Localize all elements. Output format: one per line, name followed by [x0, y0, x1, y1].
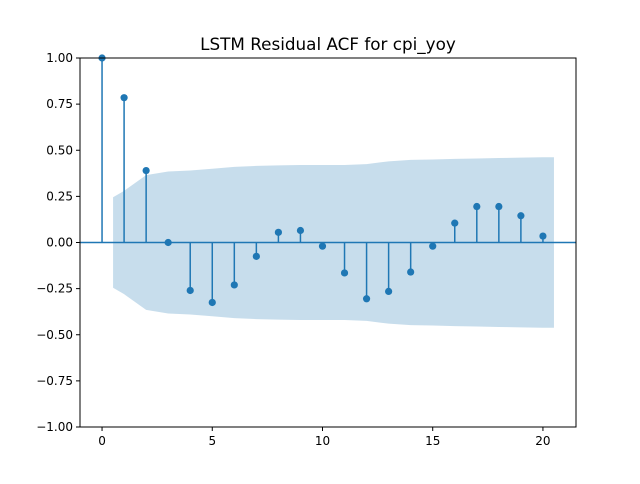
acf-marker-lag-19	[517, 212, 525, 220]
acf-marker-lag-6	[230, 281, 238, 289]
acf-marker-lag-18	[495, 202, 503, 211]
y-tick-label: −1.00	[36, 420, 73, 434]
y-tick-label: 0.25	[46, 189, 73, 203]
y-tick-label: −0.50	[36, 328, 73, 342]
acf-marker-lag-3	[164, 238, 172, 247]
x-tick-label: 5	[208, 434, 216, 448]
acf-marker-lag-8	[274, 228, 282, 236]
acf-marker-lag-17	[473, 202, 481, 211]
chart-title: LSTM Residual ACF for cpi_yoy	[200, 34, 456, 55]
acf-marker-lag-12	[362, 295, 371, 303]
acf-marker-lag-9	[296, 226, 305, 235]
acf-marker-lag-10	[318, 242, 327, 250]
acf-marker-lag-7	[252, 252, 260, 260]
acf-marker-lag-1	[120, 94, 128, 102]
x-tick-label: 15	[425, 434, 440, 448]
x-axis: 0 5 10 15 20	[98, 427, 551, 448]
acf-marker-lag-20	[539, 232, 547, 240]
y-tick-label: 0.00	[46, 236, 73, 250]
acf-marker-lag-2	[142, 166, 150, 175]
y-axis: 1.00 0.75 0.50 0.25 0.00 −0.25 −0.50 −0.75 −1.00	[36, 51, 80, 434]
y-tick-label: 0.50	[46, 143, 73, 157]
acf-marker-lag-13	[385, 287, 393, 295]
y-tick-label: −0.75	[36, 374, 73, 388]
y-tick-label: −0.25	[36, 282, 73, 296]
x-tick-label: 10	[315, 434, 330, 448]
acf-marker-lag-15	[429, 242, 437, 250]
acf-marker-lag-11	[340, 269, 349, 277]
acf-marker-lag-14	[407, 268, 415, 276]
acf-marker-lag-16	[451, 219, 459, 227]
x-tick-label: 20	[535, 434, 550, 448]
acf-marker-lag-5	[208, 298, 216, 307]
y-tick-label: 0.75	[46, 97, 73, 111]
y-tick-label: 1.00	[46, 51, 73, 65]
x-tick-label: 0	[98, 434, 106, 448]
acf-marker-lag-4	[186, 286, 194, 295]
